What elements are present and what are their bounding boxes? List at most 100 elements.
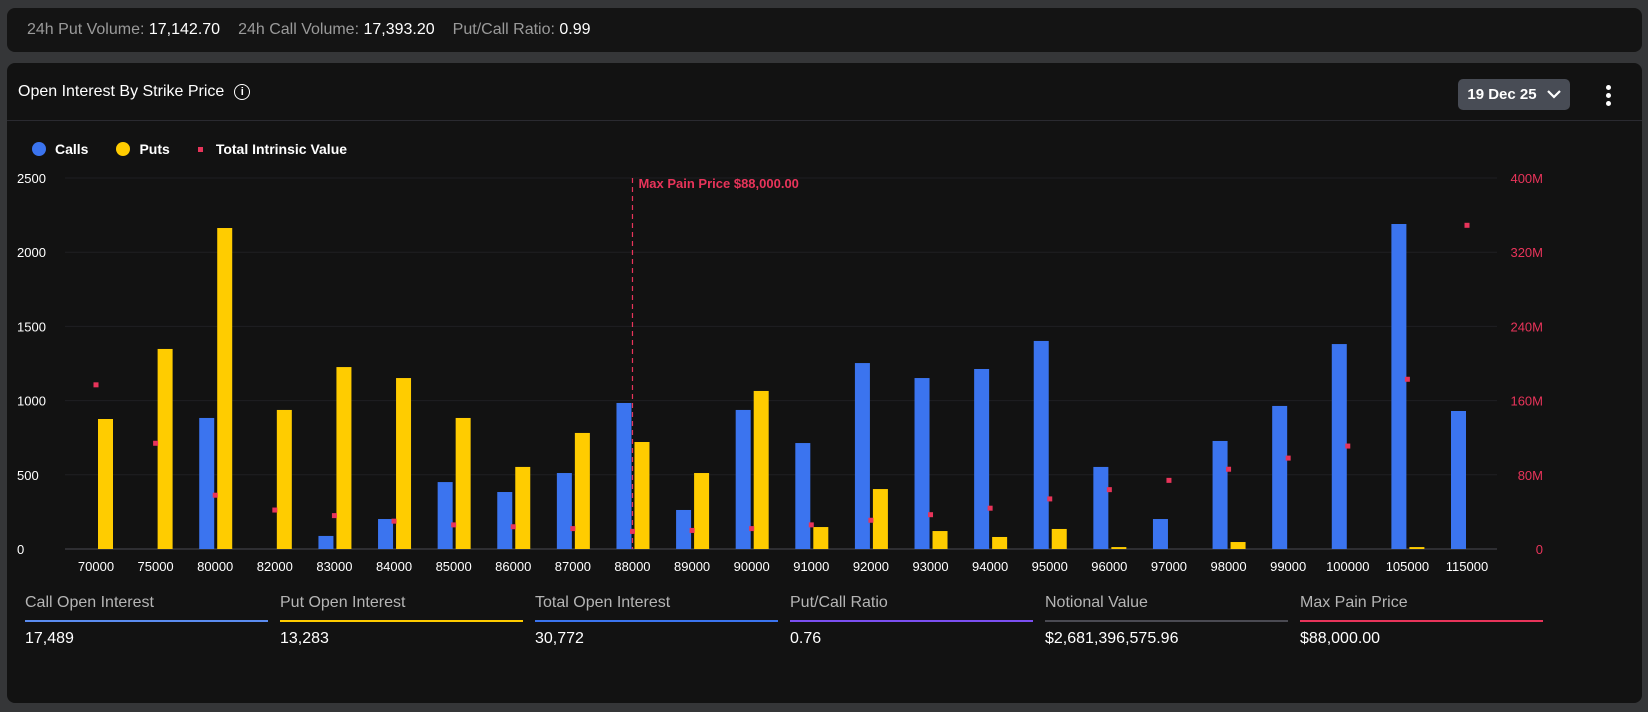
x-tick-label: 95000 bbox=[1032, 559, 1068, 574]
intrinsic-point bbox=[570, 526, 576, 532]
y-left-tick: 1500 bbox=[17, 319, 46, 334]
intrinsic-point bbox=[987, 505, 993, 511]
put-bar bbox=[455, 417, 471, 549]
intrinsic-point bbox=[1166, 477, 1172, 483]
expiry-date-dropdown[interactable]: 19 Dec 25 bbox=[1458, 79, 1570, 110]
put-bar bbox=[1409, 547, 1425, 549]
put-bar bbox=[932, 531, 948, 549]
open-interest-chart: 0 500 1000 1500 2000 2500 0 80M 160M 240M 320M 400M… bbox=[17, 171, 1543, 574]
call-bar bbox=[199, 417, 215, 549]
put-volume-value: 17,142.70 bbox=[148, 21, 221, 38]
stat-value: 13,283 bbox=[280, 630, 329, 647]
stat-label: Max Pain Price bbox=[1300, 594, 1408, 611]
intrinsic-point bbox=[1285, 455, 1291, 461]
x-tick-label: 70000 bbox=[78, 559, 114, 574]
y-right-tick: 80M bbox=[1518, 468, 1543, 483]
put-bar bbox=[515, 466, 531, 549]
x-tick-label: 83000 bbox=[316, 559, 352, 574]
stat-value: 17,489 bbox=[25, 630, 74, 647]
call-bar bbox=[854, 363, 870, 549]
intrinsic-point bbox=[629, 528, 635, 534]
ratio-label: Put/Call Ratio: bbox=[452, 21, 555, 38]
stat-max-pain-price: Max Pain Price $88,000.00 bbox=[1300, 594, 1543, 648]
put-volume-label: 24h Put Volume: bbox=[27, 21, 145, 38]
x-tick-label: 98000 bbox=[1210, 559, 1246, 574]
put-bar bbox=[1051, 528, 1067, 549]
stat-call-open-interest: Call Open Interest 17,489 bbox=[25, 594, 268, 648]
stat-label: Call Open Interest bbox=[25, 594, 154, 611]
call-volume-label: 24h Call Volume: bbox=[238, 21, 360, 38]
stat-underline bbox=[535, 620, 778, 622]
put-bar bbox=[276, 409, 292, 549]
max-pain-label: Max Pain Price $88,000.00 bbox=[638, 176, 798, 191]
intrinsic-point bbox=[93, 382, 99, 388]
y-right-tick: 0 bbox=[1536, 542, 1543, 557]
intrinsic-point bbox=[1226, 466, 1232, 472]
x-tick-label: 89000 bbox=[674, 559, 710, 574]
y-left-tick: 1000 bbox=[17, 394, 46, 409]
more-vertical-icon[interactable] bbox=[1602, 79, 1614, 111]
x-tick-label: 88000 bbox=[614, 559, 650, 574]
y-left-tick: 0 bbox=[17, 542, 24, 557]
intrinsic-point bbox=[1404, 376, 1410, 382]
put-bar bbox=[992, 536, 1008, 549]
stat-notional-value: Notional Value $2,681,396,575.96 bbox=[1045, 594, 1288, 648]
y-right-tick: 400M bbox=[1510, 171, 1543, 186]
stat-total-open-interest: Total Open Interest 30,772 bbox=[535, 594, 778, 648]
call-bar bbox=[318, 535, 334, 549]
put-bar bbox=[753, 390, 769, 549]
put-bar bbox=[1230, 542, 1246, 549]
intrinsic-point bbox=[212, 492, 218, 498]
x-tick-label: 75000 bbox=[138, 559, 174, 574]
intrinsic-point bbox=[451, 522, 457, 528]
stat-value: 30,772 bbox=[535, 630, 584, 647]
call-bar bbox=[735, 409, 751, 549]
put-bar bbox=[98, 419, 113, 549]
x-tick-label: 85000 bbox=[436, 559, 472, 574]
stat-put-call-ratio: Put/Call Ratio 0.76 bbox=[790, 594, 1033, 648]
panel-title: Open Interest By Strike Price bbox=[18, 83, 225, 100]
stat-label: Put/Call Ratio bbox=[790, 594, 888, 611]
call-bar bbox=[497, 492, 513, 549]
header-divider bbox=[7, 120, 1642, 121]
intrinsic-point bbox=[1345, 443, 1351, 449]
x-tick-label: 96000 bbox=[1091, 559, 1127, 574]
intrinsic-point bbox=[272, 507, 278, 513]
call-bar bbox=[1152, 519, 1168, 549]
put-bar bbox=[336, 367, 352, 549]
intrinsic-point bbox=[868, 517, 874, 523]
info-icon[interactable]: i bbox=[234, 84, 251, 100]
put-bar bbox=[217, 228, 233, 549]
stat-underline bbox=[25, 620, 268, 622]
x-tick-label: 97000 bbox=[1151, 559, 1187, 574]
call-bar bbox=[437, 482, 453, 549]
stat-value: $88,000.00 bbox=[1300, 630, 1381, 647]
intrinsic-point bbox=[153, 440, 159, 446]
call-bar bbox=[676, 509, 692, 549]
call-bar bbox=[1033, 340, 1049, 549]
stat-label: Total Open Interest bbox=[535, 594, 671, 611]
put-bar bbox=[872, 489, 888, 549]
chevron-down-icon bbox=[1546, 90, 1561, 99]
intrinsic-point bbox=[928, 512, 934, 518]
call-bar bbox=[795, 443, 811, 549]
panel-header: Open Interest By Strike Price i bbox=[18, 83, 251, 101]
intrinsic-point bbox=[510, 524, 516, 530]
x-tick-label: 82000 bbox=[257, 559, 293, 574]
y-left-tick: 500 bbox=[17, 468, 39, 483]
x-tick-label: 105000 bbox=[1386, 559, 1429, 574]
volume-summary-bar: 24h Put Volume: 17,142.70 24h Call Volum… bbox=[7, 8, 1642, 52]
stat-label: Notional Value bbox=[1045, 594, 1148, 611]
legend-calls[interactable]: Calls bbox=[32, 141, 88, 157]
call-bar bbox=[1451, 410, 1466, 549]
y-left-tick: 2000 bbox=[17, 245, 46, 260]
legend-intrinsic[interactable]: Total Intrinsic Value bbox=[197, 141, 347, 157]
x-tick-label: 93000 bbox=[912, 559, 948, 574]
stat-underline bbox=[1045, 620, 1288, 622]
x-tick-label: 86000 bbox=[495, 559, 531, 574]
intrinsic-point bbox=[1047, 496, 1053, 502]
legend-puts[interactable]: Puts bbox=[116, 141, 170, 157]
intrinsic-point bbox=[391, 518, 397, 524]
y-right-tick: 160M bbox=[1510, 394, 1543, 409]
y-left-tick: 2500 bbox=[17, 171, 46, 186]
